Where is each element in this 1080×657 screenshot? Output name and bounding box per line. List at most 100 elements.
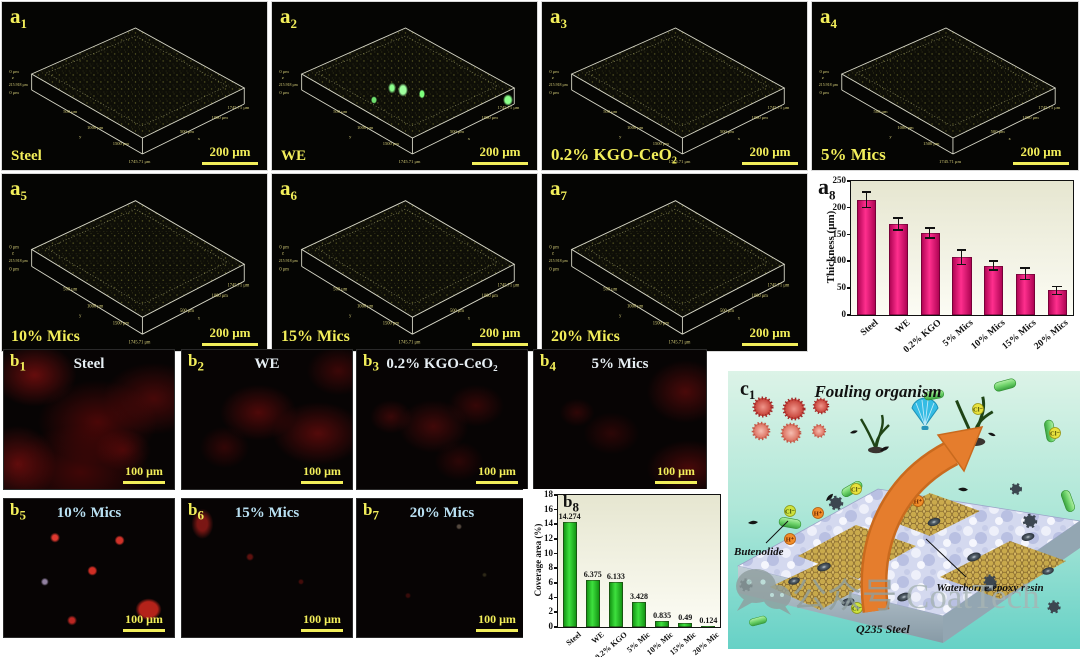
y-tick-label: 14	[544, 518, 553, 529]
scale-bar: 200 μm	[202, 324, 258, 346]
scale-bar: 100 μm	[301, 610, 343, 632]
bar	[632, 601, 646, 627]
watermark: 公众号 CoatTech	[736, 569, 1040, 616]
scale-bar: 200 μm	[472, 143, 528, 165]
sample-label: 0.2% KGO-CeO₂	[551, 145, 677, 164]
scale-bar: 100 μm	[476, 610, 518, 632]
bar	[701, 626, 716, 627]
sample-label: WE	[254, 356, 280, 372]
y-tick-label: 2	[548, 606, 554, 617]
y-tick-mark	[847, 180, 851, 182]
chloride-ion: Cl⁻	[784, 505, 796, 517]
bar	[889, 223, 909, 315]
panel-b4: b4 5% Mics 100 μm	[533, 349, 707, 490]
y-tick-mark	[847, 287, 851, 289]
svg-text:H⁺: H⁺	[914, 499, 923, 506]
scale-bar: 100 μm	[123, 462, 165, 484]
chloride-ion: Cl⁻	[972, 403, 984, 415]
sample-label: 10% Mics	[11, 328, 80, 345]
schematic-title: Fouling organism	[813, 382, 941, 401]
y-tick-label: 0	[841, 309, 847, 319]
error-bar	[1020, 267, 1030, 281]
y-tick-mark	[554, 508, 558, 511]
y-tick-label: 200	[832, 201, 847, 212]
y-tick-mark	[847, 260, 851, 262]
y-tick-mark	[847, 314, 851, 316]
y-tick-label: 0	[548, 621, 554, 631]
svg-text:Cl⁻: Cl⁻	[1050, 431, 1061, 438]
svg-text:H⁺: H⁺	[786, 537, 795, 544]
bar	[608, 582, 623, 627]
steel-label: Q235 Steel	[856, 622, 910, 636]
panel-a2: a2 WE 200 μm	[271, 1, 538, 171]
scale-bar: 100 μm	[476, 462, 518, 484]
x-category-label: 20% Mics	[1032, 318, 1071, 352]
scale-bar: 200 μm	[1013, 143, 1069, 165]
y-tick-mark	[554, 567, 558, 569]
panel-c1: H⁺ H⁺ H⁺ H⁺ Cl⁻ Cl⁻ Cl⁻ Cl⁻ Cl⁻ Butenoli…	[728, 371, 1080, 649]
sample-label: 15% Mics	[281, 328, 350, 345]
fluorescence-image	[357, 499, 527, 637]
butenolide-label: Butenolide	[733, 546, 784, 558]
error-bar	[925, 227, 935, 239]
plot-area: 14.274 6.375 6.133 3.428 0.835 0.49 0.124	[557, 494, 721, 628]
panel-index: a8	[818, 174, 836, 203]
y-tick-mark	[554, 626, 558, 628]
y-tick-label: 12	[544, 533, 553, 543]
panel-index: a6	[280, 176, 297, 204]
y-tick-label: 150	[832, 228, 847, 239]
panel-a3: a3 0.2% KGO-CeO₂ 200 μm	[541, 1, 808, 171]
svg-text:Cl⁻: Cl⁻	[852, 606, 863, 613]
fluorescence-image	[534, 350, 706, 489]
green-fluorescence-spots	[272, 2, 537, 170]
panel-index: a7	[550, 176, 567, 204]
chloride-ion: Cl⁻	[850, 483, 862, 495]
y-tick-label: 100	[832, 255, 847, 266]
y-tick-mark	[554, 611, 558, 613]
y-tick-label: 250	[832, 175, 847, 185]
panel-index: b8	[563, 492, 579, 515]
fluorescence-image	[357, 350, 527, 489]
bar	[655, 620, 670, 627]
panel-a7: a7 20% Mics 200 μm	[541, 173, 808, 352]
wechat-icon	[736, 569, 791, 615]
y-tick-mark	[847, 233, 851, 236]
bar-value-label: 0.835	[653, 610, 672, 620]
error-bar	[893, 216, 903, 231]
x-category-label: Steel	[563, 630, 583, 648]
panel-index: b4	[540, 351, 556, 374]
panel-b5: b5 10% Mics 100 μm	[3, 498, 175, 638]
y-tick-label: 16	[544, 503, 553, 514]
scale-bar: 200 μm	[742, 324, 798, 346]
bar-value-label: 3.428	[630, 591, 648, 601]
panel-b7: b7 20% Mics 100 μm	[356, 498, 528, 638]
x-category-label: 15% Mics	[1001, 318, 1039, 352]
sample-label: 15% Mics	[234, 505, 300, 521]
thickness-chart: a8 Thickness (μm) 0 50 100 150 200 250 Steel WE…	[812, 174, 1078, 372]
panel-index: a3	[550, 4, 567, 32]
resin-label: Waterborne epoxy resin	[936, 582, 1043, 594]
fluorescence-image	[4, 499, 174, 637]
scale-bar: 100 μm	[655, 462, 697, 484]
error-bar	[1051, 285, 1062, 296]
panel-index: c1	[740, 378, 755, 402]
panel-b1: b1 Steel 100 μm	[3, 349, 175, 490]
y-tick-label: 4	[548, 591, 554, 602]
panel-a6: a6 15% Mics 200 μm	[271, 173, 538, 352]
scale-bar: 200 μm	[472, 324, 528, 346]
error-bar	[988, 260, 999, 272]
panel-index: a2	[280, 4, 297, 32]
y-tick-mark	[554, 582, 558, 584]
bar	[678, 623, 693, 627]
bar	[920, 233, 940, 315]
bar	[984, 265, 1004, 315]
panel-b6: b6 15% Mics 100 μm	[181, 498, 353, 638]
fluorescence-image	[182, 499, 352, 637]
sample-label: 0.2% KGO-CeO₂	[386, 356, 498, 372]
panel-b2: b2 WE 100 μm	[181, 349, 353, 490]
scale-bar: 200 μm	[202, 143, 258, 165]
proton-ion: H⁺	[784, 533, 796, 545]
scale-bar: 200 μm	[742, 143, 798, 165]
bar-value-label: 6.133	[606, 572, 625, 582]
panel-index: b2	[188, 351, 204, 374]
